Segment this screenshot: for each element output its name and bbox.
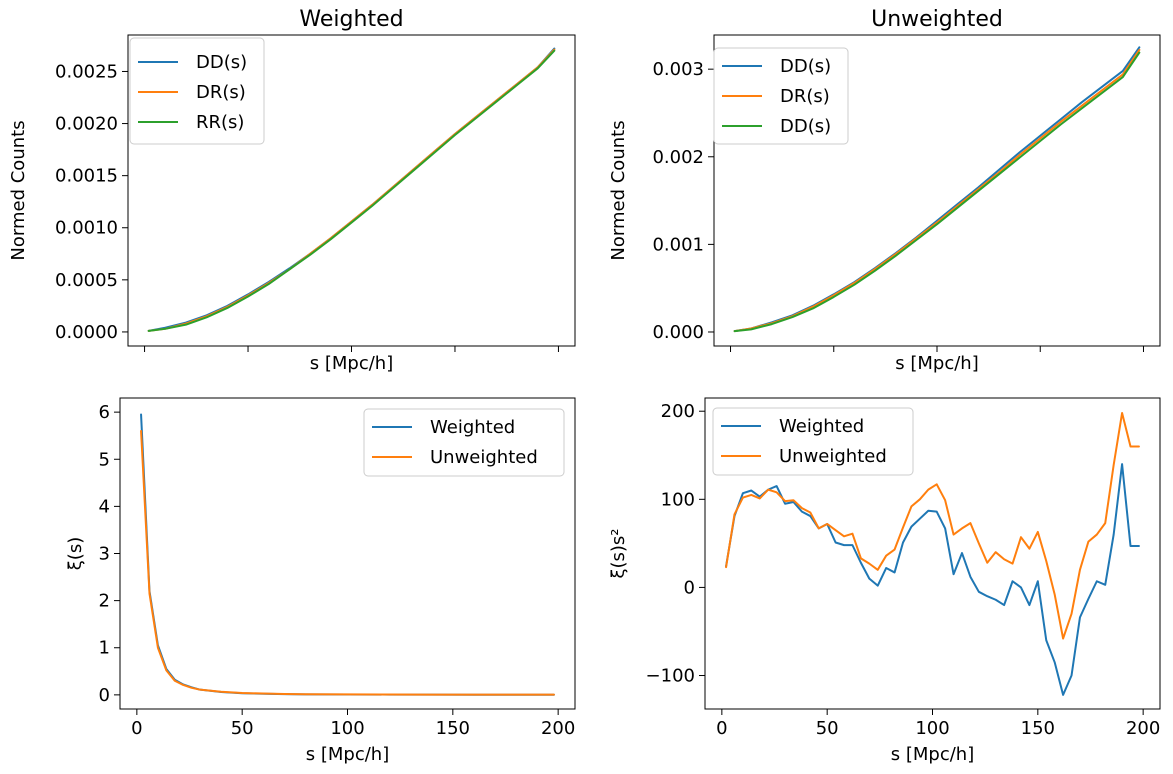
y-axis-label: Normed Counts [608,120,629,260]
legend-label-dr-s: DR(s) [780,86,830,107]
y-tick-label: 0 [684,577,695,598]
y-tick-label: 2 [99,591,110,612]
legend: Weighted Unweighted [712,407,914,476]
y-tick-label: 0.0010 [55,218,118,239]
y-tick-label: 1 [99,638,110,659]
series-line-dd-s-2 [733,51,1141,333]
y-tick-label: 200 [661,401,695,422]
series-line-weighted-0 [725,463,1140,696]
legend-label-rr-s: RR(s) [196,112,244,133]
panel-xi-s2: 0 50 100 150 200 −100 0 100 200 s [Mpc/h] ξ(s)s² We… [608,397,1161,765]
x-tick-label: 150 [436,718,470,739]
legend: DD(s) DR(s) DD(s) [713,47,849,145]
y-tick-label: 0.002 [652,147,704,168]
x-tick-label: 0 [716,718,727,739]
legend-box [363,408,565,477]
y-tick-label: 0.0020 [55,114,118,135]
legend-box [129,37,265,145]
chart-title: Unweighted [871,7,1003,32]
y-tick-label: 5 [99,449,110,470]
y-tick-label: 3 [99,544,110,565]
y-tick-label: 0.0005 [55,270,118,291]
x-tick-label: 100 [330,718,364,739]
panel-weighted-counts: Weighted 0.0000 0.0005 0.0010 0.0015 0.0020 0.… [8,7,576,374]
legend-label-weighted: Weighted [430,417,515,438]
y-tick-label: 0.001 [652,234,704,255]
y-tick-label: 4 [99,496,110,517]
y-axis-label: Normed Counts [8,120,29,260]
y-tick-label: 0.0015 [55,166,118,187]
series-line-dr-s-1 [733,48,1141,333]
series-line-unweighted-1 [140,429,555,696]
x-tick-label: 50 [816,718,839,739]
y-tick-label: 0.0000 [55,322,118,343]
legend-box [712,407,914,476]
series-line-rr-s-2 [147,49,556,332]
x-axis-label: s [Mpc/h] [310,353,393,374]
legend: DD(s) DR(s) RR(s) [129,37,265,145]
legend-label-dd-s: DD(s) [780,56,831,77]
y-tick-label: 6 [99,402,110,423]
y-tick-label: 0.003 [652,59,704,80]
y-tick-label: 100 [661,489,695,510]
legend-label-unweighted: Unweighted [430,447,538,468]
legend-box [713,47,849,145]
chart-title: Weighted [299,7,403,32]
y-tick-label: −100 [646,666,695,687]
x-tick-label: 200 [1126,718,1160,739]
legend-label-dd-s: DD(s) [780,116,831,137]
panel-unweighted-counts: Unweighted 0.000 0.001 0.002 0.003 s [Mpc/h] N… [608,7,1161,374]
x-axis-label: s [Mpc/h] [891,744,974,765]
x-tick-label: 200 [541,718,575,739]
x-tick-label: 100 [915,718,949,739]
panel-xi: 0 50 100 150 200 0 1 2 3 4 5 6 s [Mpc/h] ξ(s) Weighted… [65,397,576,765]
x-tick-label: 0 [131,718,142,739]
legend-label-weighted: Weighted [779,416,864,437]
legend-label-dr-s: DR(s) [196,82,246,103]
x-tick-label: 50 [231,718,254,739]
y-tick-label: 0 [99,685,110,706]
legend: Weighted Unweighted [363,408,565,477]
series-line-unweighted-1 [725,411,1140,640]
legend-label-unweighted: Unweighted [779,446,887,467]
y-axis-label: ξ(s) [65,537,86,570]
y-axis-label: ξ(s)s² [608,528,629,578]
legend-label-dd-s: DD(s) [196,52,247,73]
y-tick-label: 0.0025 [55,61,118,82]
x-axis-label: s [Mpc/h] [306,744,389,765]
y-tick-label: 0.000 [652,322,704,343]
x-tick-label: 150 [1021,718,1055,739]
x-axis-label: s [Mpc/h] [895,353,978,374]
